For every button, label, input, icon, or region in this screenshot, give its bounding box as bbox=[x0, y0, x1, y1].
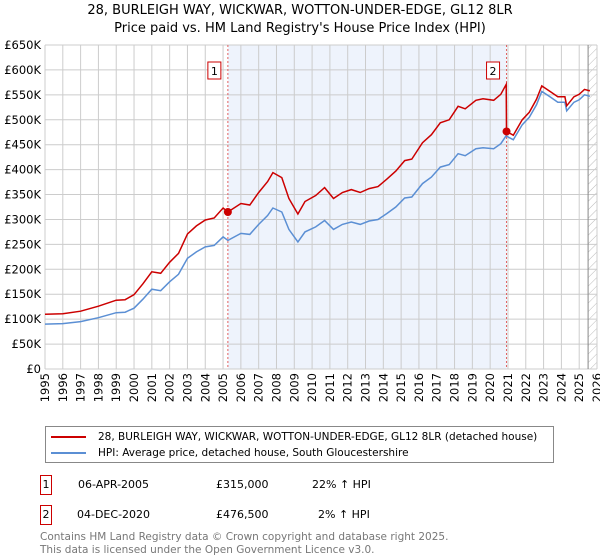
x-tick-label: 1999 bbox=[109, 373, 123, 402]
sale-label-box bbox=[207, 61, 222, 80]
y-tick-label: £450K bbox=[4, 138, 41, 152]
x-tick-label: 2010 bbox=[305, 373, 319, 402]
sale-row: 2 04-DEC-2020 £476,500 2% ↑ HPI bbox=[40, 505, 440, 525]
x-tick-label: 2022 bbox=[519, 373, 533, 402]
y-tick-label: £200K bbox=[4, 262, 41, 276]
sale-price: £315,000 bbox=[216, 478, 269, 491]
x-tick-label: 1998 bbox=[91, 373, 105, 402]
x-tick-label: 2004 bbox=[198, 373, 212, 402]
x-tick-label: 2018 bbox=[448, 373, 462, 402]
x-tick-label: 2019 bbox=[465, 373, 479, 402]
ownership-period-shade bbox=[227, 45, 507, 369]
y-tick-label: £0 bbox=[26, 362, 41, 376]
legend: 28, BURLEIGH WAY, WICKWAR, WOTTON-UNDER-… bbox=[45, 426, 554, 463]
x-tick-label: 2025 bbox=[572, 373, 586, 402]
x-tick-label: 2023 bbox=[537, 373, 551, 402]
sale-row: 1 06-APR-2005 £315,000 22% ↑ HPI bbox=[40, 475, 440, 495]
y-tick-label: £250K bbox=[4, 237, 41, 251]
sale-marker: 1 bbox=[40, 475, 52, 495]
x-tick-label: 1996 bbox=[56, 373, 70, 402]
sale-date: 04-DEC-2020 bbox=[77, 508, 151, 521]
x-tick-label: 2008 bbox=[269, 373, 283, 402]
sale-date: 06-APR-2005 bbox=[78, 478, 150, 491]
sale-label: 1 bbox=[211, 65, 218, 78]
hpi-line bbox=[44, 90, 591, 325]
x-tick-label: 2011 bbox=[323, 373, 337, 402]
x-tick-label: 2003 bbox=[180, 373, 194, 402]
y-tick-label: £500K bbox=[4, 113, 41, 127]
forecast-hatch bbox=[588, 45, 597, 369]
x-tick-label: 2014 bbox=[376, 373, 390, 402]
y-tick-label: £600K bbox=[4, 63, 41, 77]
sale-hpi-diff: 22% ↑ HPI bbox=[312, 478, 371, 491]
y-tick-label: £650K bbox=[4, 38, 41, 52]
y-tick-label: £550K bbox=[4, 88, 41, 102]
x-tick-label: 2024 bbox=[554, 373, 568, 402]
y-tick-label: £300K bbox=[4, 212, 41, 226]
price-chart: 1995 1996 1997 1998 1999 2000 2001 2002 2003 2004… bbox=[4, 38, 600, 402]
sale-hpi-diff: 2% ↑ HPI bbox=[318, 508, 370, 521]
legend-label-hpi: HPI: Average price, detached house, Sout… bbox=[98, 447, 409, 459]
x-tick-label: 2000 bbox=[127, 373, 141, 402]
x-tick-label: 1995 bbox=[38, 373, 52, 402]
x-tick-label: 2020 bbox=[483, 373, 497, 402]
x-tick-label: 2016 bbox=[412, 373, 426, 402]
x-tick-label: 1997 bbox=[74, 373, 88, 402]
footer-licence: This data is licensed under the Open Gov… bbox=[40, 544, 375, 556]
y-tick-label: £150K bbox=[4, 287, 41, 301]
sale-point bbox=[223, 207, 232, 216]
sale-marker: 2 bbox=[40, 505, 52, 525]
chart-title: 28, BURLEIGH WAY, WICKWAR, WOTTON-UNDER-… bbox=[87, 3, 513, 18]
x-tick-label: 2002 bbox=[163, 373, 177, 402]
x-tick-label: 2015 bbox=[394, 373, 408, 402]
sale-label: 2 bbox=[490, 65, 497, 78]
x-tick-label: 2012 bbox=[341, 373, 355, 402]
sale-label-box bbox=[486, 61, 501, 80]
x-tick-label: 2001 bbox=[145, 373, 159, 402]
y-tick-label: £350K bbox=[4, 188, 41, 202]
x-tick-label: 2013 bbox=[359, 373, 373, 402]
y-tick-label: £100K bbox=[4, 312, 41, 326]
x-tick-label: 2007 bbox=[252, 373, 266, 402]
property-price-line bbox=[44, 81, 591, 315]
legend-item-property: 28, BURLEIGH WAY, WICKWAR, WOTTON-UNDER-… bbox=[46, 429, 537, 445]
x-tick-label: 2009 bbox=[287, 373, 301, 402]
y-tick-label: £50K bbox=[12, 337, 42, 351]
x-tick-label: 2026 bbox=[590, 373, 600, 402]
footer-copyright: Contains HM Land Registry data © Crown c… bbox=[40, 531, 449, 543]
x-tick-label: 2021 bbox=[501, 373, 515, 402]
legend-item-hpi: HPI: Average price, detached house, Sout… bbox=[46, 445, 409, 461]
x-tick-label: 2017 bbox=[430, 373, 444, 402]
chart-subtitle: Price paid vs. HM Land Registry's House … bbox=[114, 21, 486, 36]
sale-price: £476,500 bbox=[216, 508, 269, 521]
legend-swatch-red bbox=[51, 436, 86, 438]
legend-swatch-blue bbox=[51, 452, 86, 454]
footer: Contains HM Land Registry data © Crown c… bbox=[40, 531, 448, 557]
y-tick-label: £400K bbox=[4, 163, 41, 177]
sale-point bbox=[502, 127, 511, 136]
x-tick-label: 2006 bbox=[234, 373, 248, 402]
x-tick-label: 2005 bbox=[216, 373, 230, 402]
legend-label-property: 28, BURLEIGH WAY, WICKWAR, WOTTON-UNDER-… bbox=[98, 431, 538, 443]
